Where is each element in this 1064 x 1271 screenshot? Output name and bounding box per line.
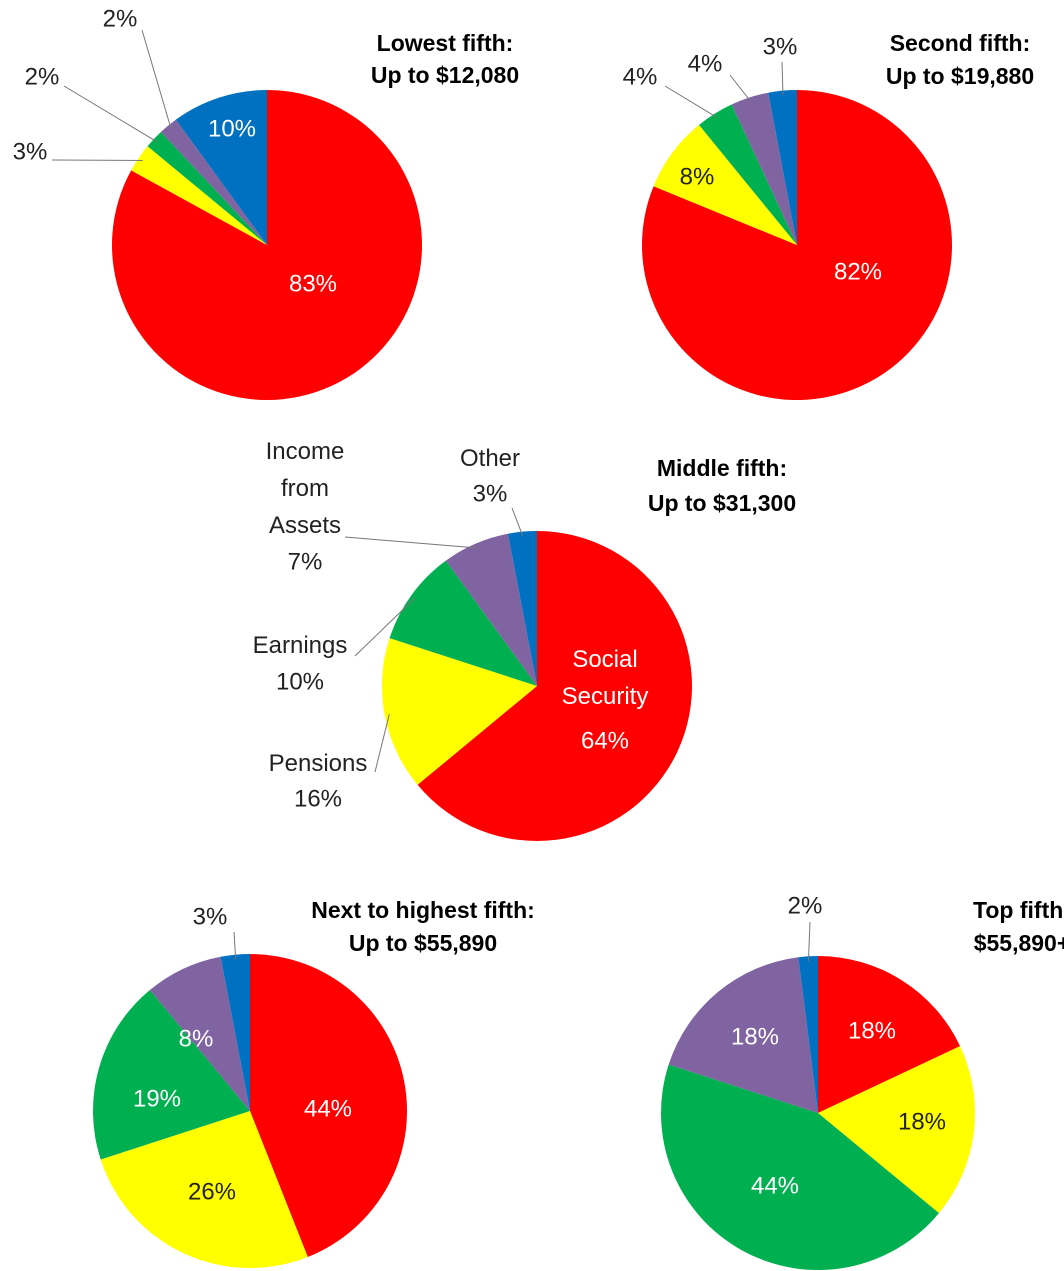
category-label: Earnings [252,632,348,659]
data-label: 83% [289,270,337,297]
data-label: 3% [13,138,48,165]
pie-subtitle: $55,890+ [974,930,1064,956]
data-label: 18% [848,1017,896,1044]
pie-slice [382,638,537,785]
pie-slice [668,957,818,1113]
data-label: 3% [763,33,798,60]
pie-title: Next to highest fifth: [311,897,535,923]
pie-title: Lowest fifth: [377,30,514,56]
data-label: 8% [680,163,715,190]
pie-slice [661,1064,939,1270]
pie-subtitle: Up to $55,890 [349,930,497,956]
pie-slice [149,956,250,1111]
pie-slice [250,954,407,1257]
pie-slice [175,90,267,245]
data-label: 44% [751,1172,799,1199]
data-label: 18% [898,1108,946,1135]
data-label: 10% [276,668,324,695]
leader-line [141,29,172,130]
data-label: 3% [193,903,228,930]
data-label: 3% [473,480,508,507]
leader-line [344,536,478,549]
data-label: 44% [304,1095,352,1122]
data-label: 18% [731,1023,779,1050]
pie-slice [160,119,267,245]
category-label: Social Security [561,646,649,710]
leader-line [807,921,811,962]
pie-title: Second fifth: [890,30,1031,56]
pie-subtitle: Up to $31,300 [648,490,796,516]
pie-slice [699,104,797,245]
pie-title: Top fifth: [973,897,1064,923]
pie-slice [445,533,537,686]
pie-slice [147,132,267,245]
pie-slice [100,1111,308,1268]
data-label: 82% [834,258,882,285]
pie-title: Middle fifth: [657,455,787,481]
data-label: 26% [188,1178,236,1205]
category-label: Other [459,445,521,472]
pie-slice [653,124,797,245]
leader-line [729,74,752,103]
pie-slice [818,956,961,1113]
leader-line [354,597,416,657]
pie-subtitle: Up to $12,080 [371,62,519,88]
data-label: 7% [288,548,323,575]
leader-line [781,61,784,96]
pie-slice [93,990,251,1160]
leader-line [374,714,390,773]
data-label: 4% [623,63,658,90]
pie-slice [768,90,797,245]
data-label: 64% [581,727,629,754]
pie-slice [389,560,537,686]
pie-slice [798,956,818,1113]
leader-line [511,507,524,537]
category-label: Income from Assets [265,438,345,539]
data-label: 16% [294,785,342,812]
leader-line [233,931,237,960]
pie-slice [131,146,267,245]
pie-slice [220,954,250,1111]
data-label: 2% [25,63,60,90]
leader-line [664,85,718,119]
pie-slice [818,1046,975,1214]
category-label: Pensions [268,750,368,777]
pie-slice [731,92,797,246]
data-label: 10% [208,115,256,142]
data-label: 2% [788,892,823,919]
data-label: 19% [133,1085,181,1112]
pie-slice [507,531,537,686]
pie-subtitle: Up to $19,880 [886,63,1034,89]
data-label: 8% [179,1025,214,1052]
pie-slice [417,531,692,841]
data-label: 2% [103,5,138,32]
leader-line [63,85,158,143]
data-label: 4% [688,50,723,77]
